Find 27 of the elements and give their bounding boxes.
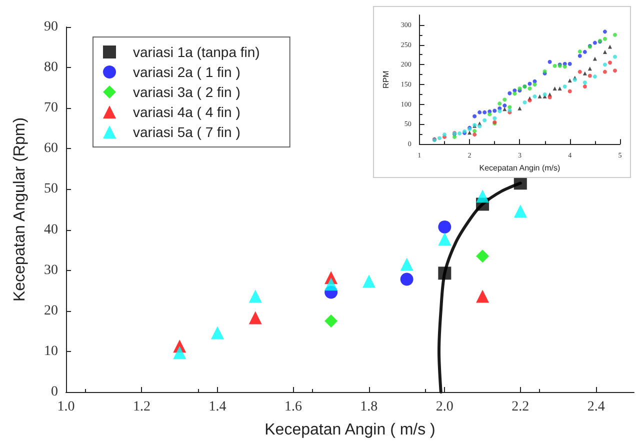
y-tick-label: 0: [51, 384, 58, 400]
legend-label: variasi 1a (tanpa fin): [133, 44, 260, 60]
y-tick-label: 50: [44, 182, 58, 197]
legend-label: variasi 5a ( 7 fin ): [133, 124, 240, 140]
x-tick-label: 2.4: [587, 400, 605, 414]
y-tick-label: 10: [44, 344, 58, 359]
y-tick-label: 30: [44, 262, 58, 278]
legend-label: variasi 2a ( 1 fin ): [133, 64, 240, 80]
y-tick-label: 40: [44, 222, 58, 238]
y-axis-title: RPM: [382, 70, 390, 88]
legend-label: variasi 3a ( 2 fin ): [133, 84, 240, 100]
x-tick-label: 2.2: [512, 400, 530, 414]
x-tick-label: 1.6: [284, 400, 302, 414]
y-tick-label: 60: [44, 141, 58, 156]
x-tick-label: 1.4: [208, 400, 226, 414]
x-tick-label: 1.2: [132, 400, 150, 414]
y-tick-label: 20: [44, 303, 58, 318]
x-axis-title: Kecepatan Angin ( m/s ): [264, 422, 436, 438]
x-tick-label: 2.0: [436, 400, 454, 414]
y-tick-label: 90: [44, 20, 58, 34]
x-tick-label: 1.0: [57, 400, 75, 414]
x-axis-title: Kecepatan Angin (m/s): [479, 164, 560, 172]
y-axis-title: Kecepatan Angular (Rpm): [12, 117, 28, 302]
y-tick-label: 80: [44, 60, 58, 76]
legend-label: variasi 4a ( 4 fin ): [133, 104, 240, 120]
y-tick-label: 70: [44, 100, 58, 116]
x-tick-label: 1.8: [360, 400, 378, 414]
